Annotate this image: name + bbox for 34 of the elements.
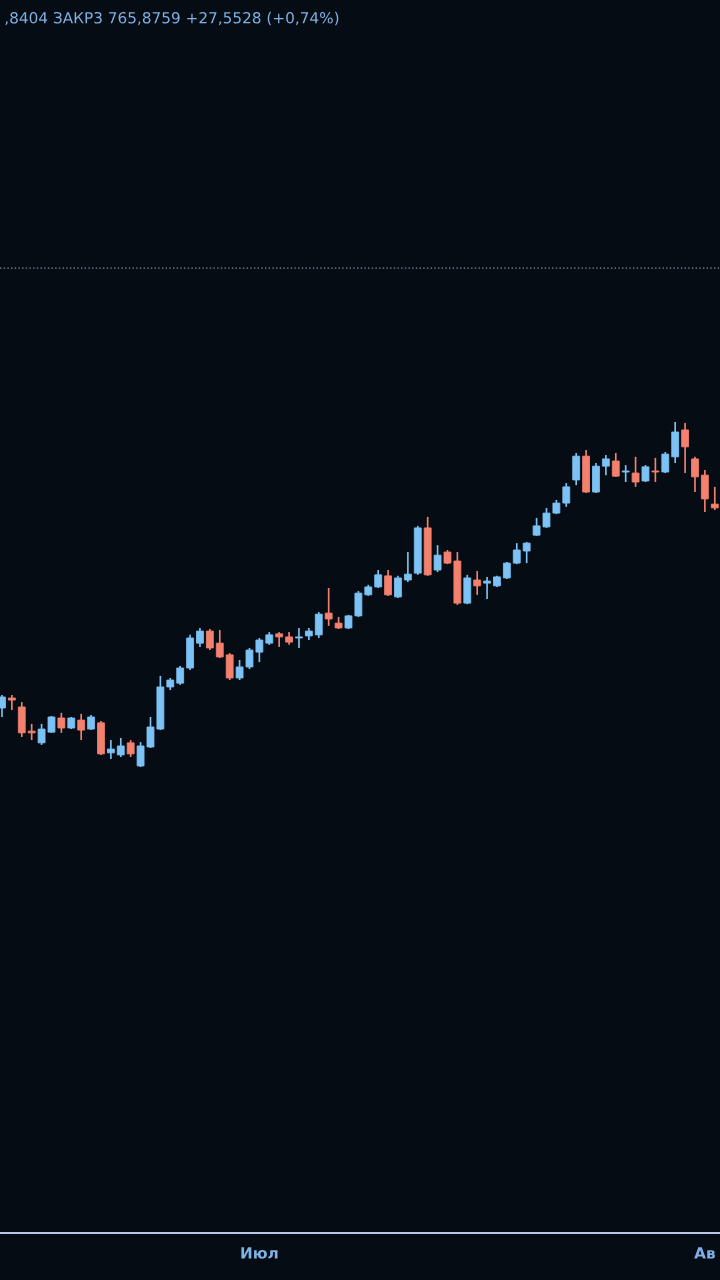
candlestick bbox=[572, 452, 581, 486]
candlestick bbox=[522, 541, 531, 564]
candlestick bbox=[473, 570, 482, 596]
candlestick bbox=[27, 723, 36, 741]
candlestick bbox=[394, 575, 402, 599]
candlestick bbox=[700, 469, 709, 513]
candlestick bbox=[601, 454, 610, 476]
candlestick bbox=[176, 665, 185, 686]
candlestick bbox=[631, 456, 640, 488]
candlestick bbox=[196, 627, 204, 648]
candlestick bbox=[205, 628, 214, 651]
candlestick bbox=[691, 456, 699, 493]
candlestick bbox=[295, 627, 303, 649]
chart-title: ,8404 ЗАКР3 765,8759 +27,5528 (+0,74%) bbox=[5, 11, 339, 26]
candlestick bbox=[57, 712, 66, 734]
candlestick bbox=[681, 422, 689, 474]
candlestick bbox=[611, 452, 620, 478]
candlestick bbox=[562, 482, 571, 508]
candlestick bbox=[433, 544, 442, 573]
candlestick bbox=[324, 587, 333, 627]
candlestick bbox=[710, 486, 719, 511]
candlestick bbox=[384, 569, 392, 597]
candlestick bbox=[314, 611, 323, 639]
candlestick bbox=[483, 576, 491, 600]
candlestick bbox=[225, 652, 234, 681]
candlestick bbox=[403, 551, 412, 583]
x-tick-label: Июл bbox=[241, 1247, 278, 1259]
candlestick bbox=[215, 629, 224, 659]
x-tick-label: Ав bbox=[694, 1247, 715, 1259]
candlestick bbox=[651, 457, 660, 483]
candlestick bbox=[621, 464, 630, 483]
candlestick bbox=[106, 739, 115, 760]
candlestick bbox=[77, 713, 86, 741]
candlestick bbox=[116, 737, 125, 758]
